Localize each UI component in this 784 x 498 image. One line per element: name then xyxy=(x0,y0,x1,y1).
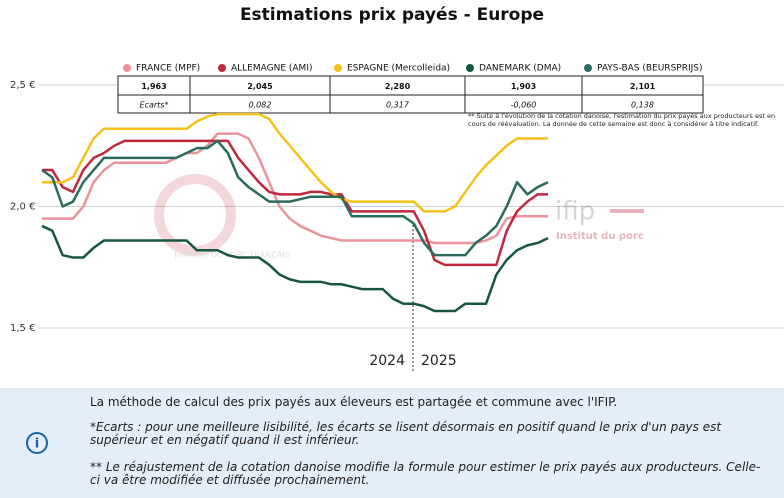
watermark-right: ifip Institut du porc xyxy=(555,197,644,242)
table-cell: Ecarts* xyxy=(140,101,169,110)
note-text: ** Suite à l'évolution de la cotation da… xyxy=(468,112,776,128)
table-cell: 0,317 xyxy=(386,101,410,110)
info-icon: i xyxy=(26,432,48,454)
legend-marker xyxy=(123,64,131,72)
legend-label: DANEMARK (DMA) xyxy=(479,64,561,74)
series-line xyxy=(41,139,549,257)
y-tick-label: 1,5 € xyxy=(10,323,35,334)
info-text: La méthode de calcul des prix payés aux … xyxy=(90,395,618,409)
info-box: i La méthode de calcul des prix payés au… xyxy=(0,388,784,498)
legend-label: PAYS-BAS (BEURSPRIJS) xyxy=(597,64,703,74)
y-tick-label: 2,5 € xyxy=(10,80,35,91)
table-cell: 0,082 xyxy=(249,101,272,110)
legend-marker xyxy=(334,64,342,72)
info-text: *Ecarts : pour une meilleure lisibilité,… xyxy=(90,420,722,447)
summary-table: FRANCE (MPF) ALLEMAGNE (AMI) ESPAGNE (Merc… xyxy=(117,64,704,114)
series-line xyxy=(42,139,548,267)
legend-label: ESPAGNE (Mercolleida) xyxy=(347,64,450,74)
watermark-text: ifip xyxy=(555,197,595,227)
legend-marker xyxy=(218,64,226,72)
series-line xyxy=(41,224,549,313)
legend-marker xyxy=(466,64,474,72)
table-cell: 2,045 xyxy=(247,82,273,91)
table-cell: 2,101 xyxy=(630,82,656,91)
chart-title: Estimations prix payés - Europe xyxy=(240,5,544,25)
note: ** Suite à l'évolution de la cotation da… xyxy=(468,112,776,128)
year-label: 2025 xyxy=(421,353,457,369)
legend-label: FRANCE (MPF) xyxy=(136,64,200,74)
info-text: ** Le réajustement de la cotation danois… xyxy=(90,460,761,487)
legend-marker xyxy=(584,64,592,72)
watermark-text: Institut du porc xyxy=(556,231,644,242)
table-cell: 2,280 xyxy=(385,82,411,91)
year-label: 2024 xyxy=(369,353,405,369)
legend-label: ALLEMAGNE (AMI) xyxy=(231,64,313,74)
watermark-logo xyxy=(154,174,236,256)
table-cell: 0,138 xyxy=(631,101,654,110)
chart: Estimations prix payés - Europe MARCHÉ D… xyxy=(10,5,784,372)
watermark-left: MARCHÉ DU PORC FRANÇAIS xyxy=(154,174,290,260)
watermark-text: MARCHÉ DU PORC FRANÇAIS xyxy=(174,249,290,260)
table-cell: -0,060 xyxy=(511,101,537,110)
table-cell: 1,903 xyxy=(511,82,536,91)
series-line xyxy=(42,112,548,213)
table-cell: 1,963 xyxy=(141,82,166,91)
y-tick-label: 2,0 € xyxy=(10,202,35,213)
info-icon-text: i xyxy=(35,437,39,452)
series-line xyxy=(42,132,548,245)
